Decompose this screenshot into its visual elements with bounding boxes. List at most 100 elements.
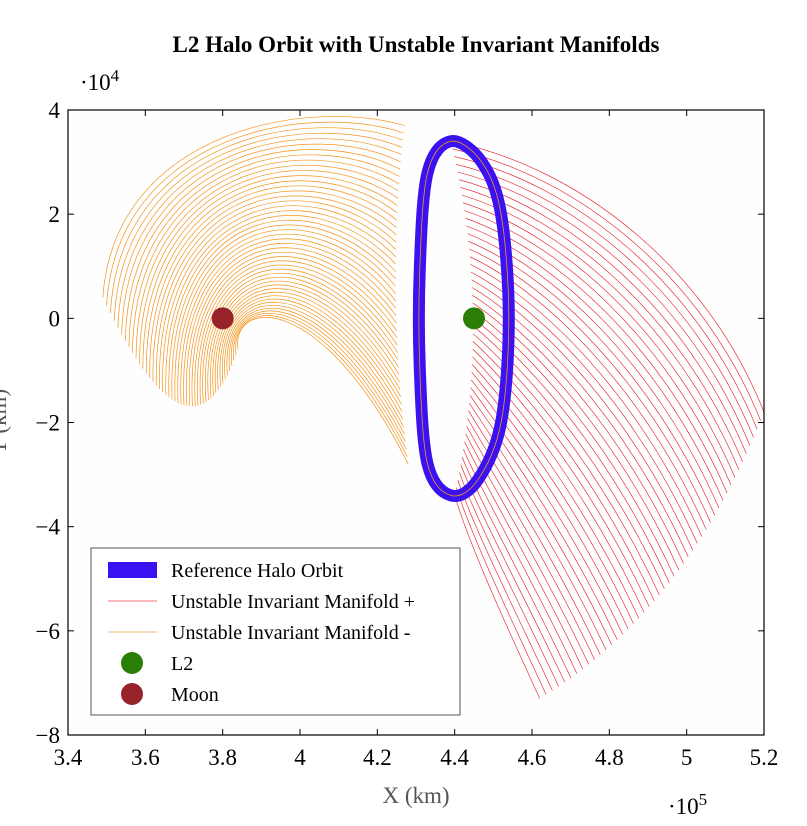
manifold-minus-trajectory — [110, 127, 403, 314]
manifold-plus-trajectory — [454, 495, 540, 699]
manifold-plus-trajectory — [472, 325, 665, 589]
manifold-minus-trajectory — [102, 116, 405, 298]
manifold-plus-trajectory — [472, 341, 655, 602]
x-tick-label: 3.8 — [208, 745, 237, 770]
manifold-plus-trajectory — [450, 141, 764, 413]
manifold-minus-trajectory — [177, 229, 396, 404]
chart-title: L2 Halo Orbit with Unstable Invariant Ma… — [173, 32, 660, 57]
manifold-minus-trajectory — [197, 260, 398, 406]
legend: Reference Halo Orbit Unstable Invariant … — [90, 547, 461, 716]
x-tick-label: 3.6 — [131, 745, 160, 770]
legend-label-moon: Moon — [171, 684, 219, 706]
manifold-minus-trajectory — [212, 284, 400, 396]
legend-label-halo: Reference Halo Orbit — [171, 560, 344, 582]
manifold-plus-trajectory — [466, 425, 595, 660]
manifold-minus-trajectory — [224, 302, 404, 420]
x-tick-label: 3.4 — [54, 745, 83, 770]
y-tick-label: 2 — [49, 202, 61, 227]
manifold-minus-trajectory — [171, 219, 396, 400]
manifold-plus-trajectory — [472, 333, 660, 596]
manifold-minus-trajectory — [139, 170, 399, 364]
manifold-plus-trajectory — [465, 433, 589, 665]
manifold-minus-trajectory — [191, 251, 397, 407]
manifold-plus-trajectory — [472, 302, 680, 571]
manifold-minus-trajectory — [226, 305, 405, 428]
manifold-minus-trajectory — [142, 175, 398, 369]
moon-point — [211, 307, 234, 330]
manifold-plus-trajectory — [469, 402, 612, 646]
manifold-plus-trajectory — [471, 279, 694, 551]
manifold-plus-trajectory — [457, 479, 553, 691]
manifold-minus-trajectory — [124, 149, 401, 341]
manifold-plus-trajectory — [457, 171, 751, 446]
manifold-minus-trajectory — [149, 185, 398, 378]
manifold-plus-trajectory — [472, 348, 650, 607]
manifold-minus-trajectory — [209, 280, 400, 399]
x-axis-label: X (km) — [382, 783, 449, 808]
manifold-minus-trajectory — [168, 215, 396, 398]
manifold-minus-trajectory — [186, 242, 397, 406]
manifold-minus-trajectory — [106, 121, 404, 306]
x-tick-label: 5.2 — [750, 745, 779, 770]
y-tick-label: 4 — [49, 98, 61, 123]
manifold-plus-trajectory — [470, 387, 623, 635]
legend-label-l2: L2 — [171, 653, 193, 675]
manifold-minus-trajectory — [132, 159, 400, 354]
manifold-minus-trajectory — [207, 277, 399, 401]
manifold-minus-trajectory — [183, 238, 397, 406]
legend-swatch-halo — [108, 562, 157, 578]
l2-point — [463, 307, 485, 330]
manifold-plus-trajectory — [470, 379, 629, 630]
y-tick-label: −8 — [36, 723, 60, 748]
y-multiplier: ·104 — [80, 66, 120, 95]
x-tick-label: 4.6 — [518, 745, 547, 770]
manifold-minus-trajectory — [217, 291, 402, 398]
y-tick-label: −2 — [36, 411, 60, 436]
manifold-minus-trajectory — [174, 224, 396, 402]
manifold-minus-trajectory — [228, 307, 405, 435]
x-tick-label: 4 — [294, 745, 306, 770]
manifold-minus-trajectory — [221, 298, 403, 413]
legend-label-manifold-plus: Unstable Invariant Manifold + — [171, 591, 415, 613]
manifold-plus-trajectory — [454, 156, 758, 430]
manifold-plus-trajectory — [455, 164, 754, 438]
manifold-minus-trajectory — [202, 268, 398, 404]
manifold-minus-trajectory — [128, 154, 400, 348]
manifold-minus-trajectory — [194, 256, 397, 407]
manifold-minus-trajectory — [199, 264, 398, 405]
manifold-plus-trajectory — [472, 310, 675, 577]
manifold-plus-trajectory — [463, 449, 578, 674]
x-tick-label: 4.4 — [440, 745, 469, 770]
x-tick-label: 4.2 — [363, 745, 392, 770]
manifold-plus-trajectory — [456, 487, 547, 695]
manifold-plus-trajectory — [469, 256, 707, 530]
manifold-minus-trajectory — [219, 295, 402, 405]
y-tick-label: 0 — [49, 306, 61, 331]
y-tick-label: −6 — [36, 619, 60, 644]
halo-orbit-inner-trace — [418, 140, 510, 497]
manifold-minus-trajectory — [165, 210, 397, 395]
manifold-minus-trajectory — [214, 288, 401, 394]
legend-marker-moon — [121, 683, 143, 705]
manifold-plus-trajectory — [472, 318, 670, 583]
manifold-plus-trajectory — [471, 372, 634, 624]
manifold-plus-trajectory — [469, 395, 618, 640]
manifold-minus-trajectory — [204, 272, 399, 403]
manifold-minus-trajectory — [162, 205, 397, 393]
manifold-plus-trajectory — [461, 456, 572, 679]
manifold-plus-trajectory — [452, 148, 761, 421]
manifold-plus-trajectory — [470, 264, 703, 537]
x-tick-label: 4.8 — [595, 745, 624, 770]
manifold-plus-trajectory — [467, 418, 601, 656]
legend-marker-l2 — [121, 652, 143, 674]
manifold-minus-trajectory — [155, 195, 397, 386]
manifold-minus-trajectory — [159, 200, 397, 389]
x-tick-label: 5 — [681, 745, 693, 770]
manifold-plus-trajectory — [471, 287, 689, 558]
manifold-minus-trajectory — [113, 132, 403, 321]
manifold-minus-trajectory — [152, 190, 397, 382]
manifold-minus-trajectory — [121, 143, 401, 335]
y-tick-label: −4 — [36, 515, 61, 540]
manifold-minus-trajectory — [135, 165, 399, 359]
legend-label-manifold-minus: Unstable Invariant Manifold - — [171, 622, 410, 644]
